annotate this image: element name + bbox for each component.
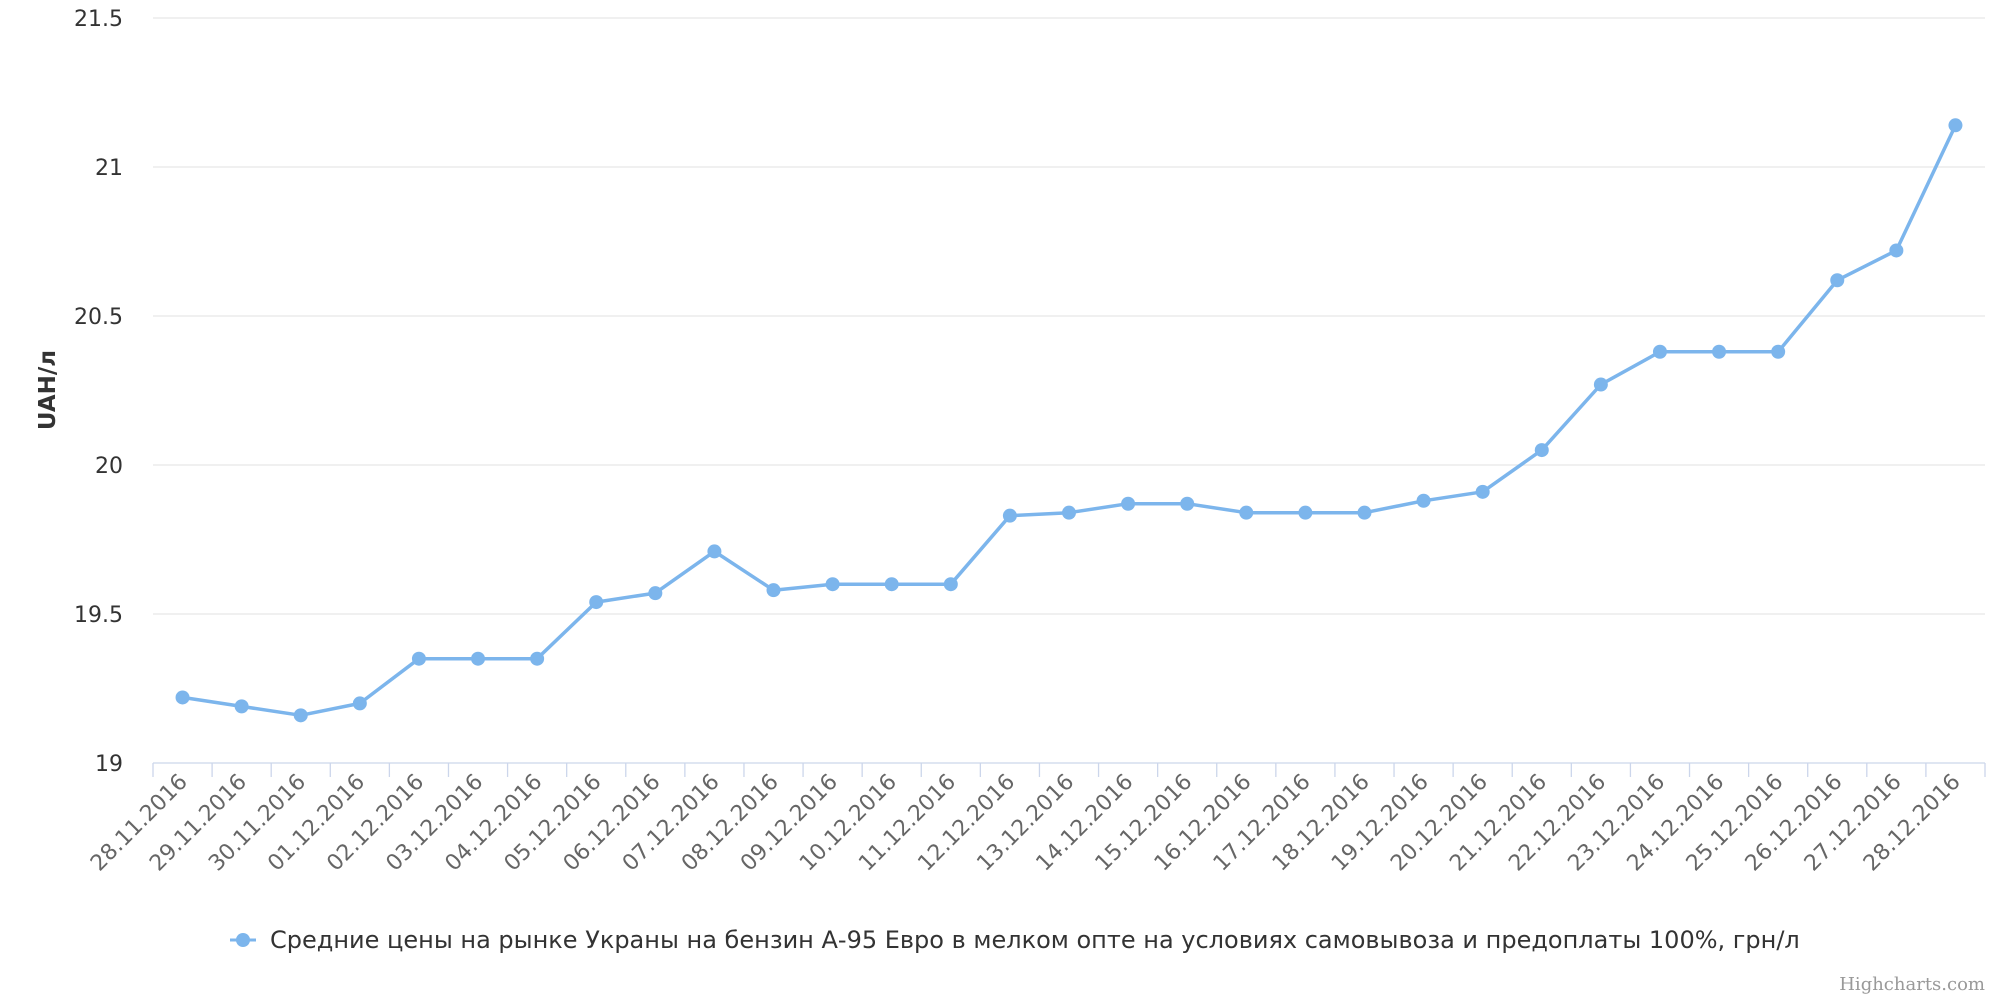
y-tick-label: 19 — [95, 752, 123, 777]
data-point[interactable] — [1593, 377, 1608, 392]
data-point[interactable] — [411, 651, 426, 666]
data-point[interactable] — [766, 583, 781, 598]
legend-item-label[interactable]: Средние цены на рынке Украны на бензин А… — [270, 926, 1800, 954]
data-point[interactable] — [1416, 493, 1431, 508]
data-point[interactable] — [234, 699, 249, 714]
data-point[interactable] — [1534, 443, 1549, 458]
data-point[interactable] — [175, 690, 190, 705]
series-group — [175, 118, 1963, 723]
legend-marker-symbol — [236, 933, 250, 947]
data-point[interactable] — [1475, 484, 1490, 499]
data-point[interactable] — [1121, 496, 1136, 511]
y-tick-label: 21 — [95, 156, 123, 181]
y-axis: 19 19.5 20 20.5 21 21.5 — [74, 7, 123, 777]
data-point[interactable] — [471, 651, 486, 666]
x-axis: 28.11.201629.11.201630.11.201601.12.2016… — [86, 762, 1986, 876]
series-line — [180, 123, 1958, 718]
legend[interactable]: Средние цены на рынке Украны на бензин А… — [230, 926, 1800, 954]
data-point[interactable] — [1239, 505, 1254, 520]
data-point[interactable] — [1830, 273, 1845, 288]
grid-lines — [153, 17, 1985, 615]
y-tick-label: 19.5 — [74, 603, 123, 628]
data-point[interactable] — [1062, 505, 1076, 520]
data-point[interactable] — [1298, 505, 1313, 520]
data-point[interactable] — [530, 651, 545, 666]
data-point[interactable] — [1652, 344, 1667, 359]
data-point[interactable] — [825, 577, 840, 592]
data-point[interactable] — [884, 577, 899, 592]
data-point[interactable] — [1948, 118, 1963, 133]
y-tick-label: 20.5 — [74, 305, 123, 330]
data-point[interactable] — [1712, 344, 1727, 359]
data-point[interactable] — [648, 586, 663, 601]
data-point[interactable] — [352, 696, 367, 711]
data-point[interactable] — [1771, 344, 1786, 359]
data-point[interactable] — [1889, 243, 1904, 258]
data-point[interactable] — [1002, 508, 1017, 523]
data-point[interactable] — [943, 577, 958, 592]
y-tick-label: 20 — [95, 454, 123, 479]
credits-link[interactable]: Highcharts.com — [1839, 974, 1985, 995]
data-point[interactable] — [293, 708, 308, 723]
y-tick-label: 21.5 — [74, 7, 123, 32]
data-point[interactable] — [589, 595, 604, 610]
y-axis-title: UAH/л — [35, 350, 61, 430]
data-point[interactable] — [1180, 496, 1195, 511]
data-point[interactable] — [707, 544, 722, 559]
data-point[interactable] — [1357, 505, 1372, 520]
